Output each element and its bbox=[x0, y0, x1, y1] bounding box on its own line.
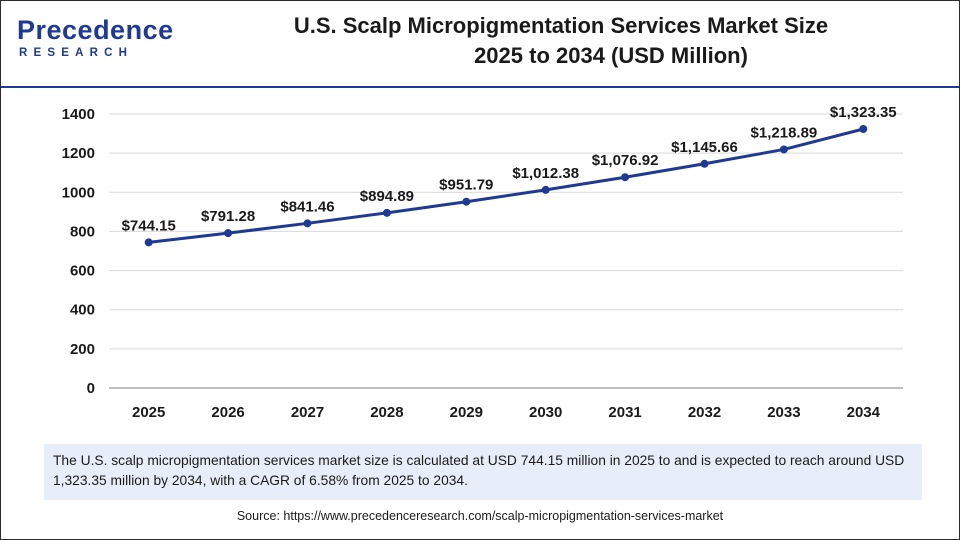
data-label: $1,012.38 bbox=[512, 165, 579, 182]
y-tick-label: 400 bbox=[70, 302, 95, 319]
source-note: Source: https://www.precedenceresearch.c… bbox=[236, 509, 724, 523]
header: Precedence RESEARCH U.S. Scalp Micropigm… bbox=[1, 1, 959, 88]
description-box: The U.S. scalp micropigmentation service… bbox=[44, 444, 922, 500]
data-point bbox=[541, 185, 550, 194]
chart-title-line1: U.S. Scalp Micropigmentation Services Ma… bbox=[293, 13, 829, 38]
x-tick-label: 2025 bbox=[132, 404, 165, 421]
data-label: $1,145.66 bbox=[671, 139, 738, 156]
chart-title-line2: 2025 to 2034 (USD Million) bbox=[474, 43, 748, 68]
x-tick-label: 2026 bbox=[211, 404, 244, 421]
y-tick-label: 1200 bbox=[62, 145, 95, 162]
data-point bbox=[144, 238, 153, 247]
data-point bbox=[224, 229, 233, 238]
line-chart: 0 200 400 600 800 1000 1200 1400 2025 2026 2027 202… bbox=[62, 104, 903, 421]
data-point bbox=[303, 219, 312, 228]
data-label: $1,076.92 bbox=[592, 152, 659, 169]
y-tick-label: 600 bbox=[70, 263, 95, 280]
data-point bbox=[700, 159, 709, 168]
x-tick-label: 2031 bbox=[608, 404, 641, 421]
brand-logo: Precedence RESEARCH bbox=[17, 15, 173, 65]
x-tick-label: 2032 bbox=[688, 404, 721, 421]
data-point bbox=[859, 125, 868, 134]
data-label: $894.89 bbox=[360, 188, 414, 205]
x-tick-label: 2028 bbox=[370, 404, 403, 421]
brand-subtitle: RESEARCH bbox=[19, 47, 134, 59]
brand-name: Precedence bbox=[17, 15, 174, 45]
x-tick-label: 2030 bbox=[529, 404, 562, 421]
y-tick-label: 1400 bbox=[62, 106, 95, 123]
x-tick-label: 2033 bbox=[767, 404, 800, 421]
data-label: $1,323.35 bbox=[830, 104, 897, 121]
data-label: $951.79 bbox=[439, 177, 493, 194]
data-point bbox=[462, 197, 471, 206]
x-tick-label: 2034 bbox=[847, 404, 881, 421]
chart-title: U.S. Scalp Micropigmentation Services Ma… bbox=[171, 11, 951, 71]
data-point bbox=[382, 208, 391, 217]
data-label: $1,218.89 bbox=[751, 124, 818, 141]
y-tick-label: 800 bbox=[70, 223, 95, 240]
data-point bbox=[621, 173, 630, 182]
data-label: $744.15 bbox=[122, 217, 176, 234]
data-label: $791.28 bbox=[201, 208, 255, 225]
data-label: $841.46 bbox=[280, 198, 334, 215]
y-tick-label: 0 bbox=[87, 380, 95, 397]
y-tick-label: 1000 bbox=[62, 184, 95, 201]
series-line bbox=[148, 127, 864, 244]
x-tick-label: 2029 bbox=[450, 404, 483, 421]
x-tick-label: 2027 bbox=[291, 404, 324, 421]
data-point bbox=[779, 145, 788, 154]
y-tick-label: 200 bbox=[70, 341, 95, 358]
